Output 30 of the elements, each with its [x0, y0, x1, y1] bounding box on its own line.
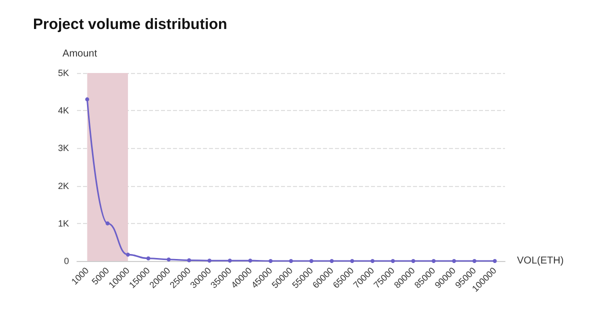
point	[146, 256, 150, 260]
y-tick-label: 4K	[58, 106, 69, 116]
point	[228, 258, 232, 263]
y-axis-title: Amount	[62, 48, 98, 60]
point	[452, 259, 456, 263]
point	[472, 259, 476, 263]
x-axis-title: VOL(ETH)	[517, 256, 564, 266]
point	[166, 257, 171, 262]
point	[268, 259, 273, 263]
point	[309, 259, 314, 263]
point	[85, 97, 90, 102]
point	[106, 221, 110, 226]
point	[390, 259, 395, 263]
y-tick-label: 5K	[58, 68, 69, 78]
point	[492, 259, 497, 263]
point	[330, 259, 334, 263]
point	[370, 259, 375, 263]
point	[432, 259, 436, 263]
point	[187, 258, 192, 262]
chart-title: Project volume distribution	[33, 16, 228, 33]
point	[126, 252, 130, 257]
point	[248, 258, 252, 263]
y-tick-label: 1K	[58, 218, 69, 228]
point	[411, 259, 416, 263]
point	[350, 259, 354, 263]
point	[289, 259, 293, 263]
point	[207, 258, 212, 263]
y-tick-label: 2K	[58, 180, 69, 191]
y-tick-label: 0	[64, 256, 69, 266]
y-tick-label: 3K	[58, 143, 69, 154]
